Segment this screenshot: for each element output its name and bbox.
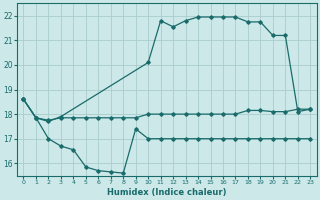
X-axis label: Humidex (Indice chaleur): Humidex (Indice chaleur) — [107, 188, 227, 197]
